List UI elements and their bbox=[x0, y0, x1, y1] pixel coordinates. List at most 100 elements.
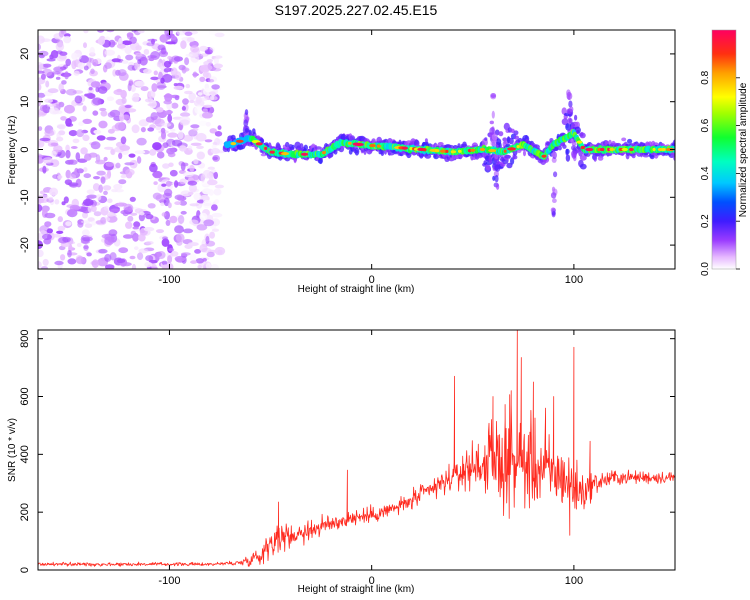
spectrogram-noise-blob bbox=[42, 63, 52, 68]
spectrogram-noise-blob bbox=[156, 229, 164, 234]
spectrogram-noise-blob bbox=[161, 238, 170, 247]
spectrogram-noise-blob bbox=[104, 264, 115, 269]
spectrogram-halo-blob bbox=[672, 139, 675, 148]
spectrogram-noise-blob bbox=[204, 139, 213, 143]
spectrogram-noise-blob bbox=[134, 150, 146, 155]
spectrogram-noise-blob bbox=[156, 81, 166, 90]
spectrogram-halo-blob bbox=[462, 141, 467, 147]
spectrogram-noise-blob bbox=[57, 216, 63, 223]
spectrogram-noise-blob bbox=[103, 205, 109, 211]
spectrogram-halo-blob bbox=[289, 146, 295, 151]
snr-x-tick-label: 100 bbox=[565, 575, 583, 587]
spectrogram-noise-blob bbox=[193, 99, 205, 107]
spectrogram-noise-blob bbox=[63, 35, 72, 44]
spectrogram-noise-blob bbox=[202, 188, 212, 195]
spectrogram-noise-blob bbox=[52, 110, 63, 115]
spectrogram-streak-blob bbox=[571, 140, 577, 147]
snr-x-ticks: -100 0 100 bbox=[158, 330, 583, 587]
spectrogram-halo-blob bbox=[354, 147, 360, 156]
spectrogram-noise-blob bbox=[205, 235, 210, 245]
spectrogram-noise-blob bbox=[118, 152, 123, 159]
spectrogram-noise-blob bbox=[124, 104, 132, 109]
spectrogram-noise-blob bbox=[131, 263, 137, 269]
snr-panel: -100 0 100 0 200 400 600 800 Height of straigh… bbox=[7, 329, 676, 595]
spectrogram-noise-blob bbox=[56, 55, 67, 62]
spectrogram-noise-blob bbox=[165, 41, 176, 45]
spectrogram-noise-blob bbox=[143, 227, 155, 232]
spectrogram-halo-blob bbox=[593, 154, 597, 162]
spectrogram-noise-blob bbox=[116, 258, 126, 264]
spectrogram-noise-blob bbox=[151, 172, 162, 177]
spectrogram-noise-blob bbox=[68, 159, 78, 165]
spectrogram-noise-blob bbox=[194, 105, 205, 115]
spectrogram-noise-blob bbox=[167, 202, 172, 209]
spectrogram-halo-blob bbox=[457, 143, 461, 149]
spectrogram-noise-blob bbox=[42, 157, 54, 164]
spectrogram-y-axis-label: Frequency (Hz) bbox=[7, 116, 18, 185]
spectrogram-noise-blob bbox=[130, 85, 136, 92]
spectrogram-noise-blob bbox=[206, 251, 215, 258]
spectrogram-noise-blob bbox=[145, 241, 154, 245]
spectrogram-noise-blob bbox=[111, 58, 121, 63]
spectrogram-noise-blob bbox=[40, 73, 46, 80]
snr-y-tick-label: 400 bbox=[19, 445, 31, 463]
spectrogram-noise-blob bbox=[192, 71, 198, 78]
spectrogram-halo-blob bbox=[260, 153, 267, 157]
spectrogram-peak-blob bbox=[321, 151, 326, 155]
spectrogram-peak-blob bbox=[355, 142, 364, 147]
spectrogram-noise-blob bbox=[134, 80, 145, 87]
spectrogram-noise-blob bbox=[155, 194, 166, 202]
spectrogram-noise-blob bbox=[202, 71, 209, 78]
spectrogram-noise-blob bbox=[199, 76, 206, 83]
spectrogram-peak-blob bbox=[401, 146, 408, 150]
spectrogram-peak-blob bbox=[230, 142, 237, 146]
spectrogram-noise-blob bbox=[92, 97, 103, 106]
snr-x-axis-label: Height of straight line (km) bbox=[298, 584, 415, 595]
spectrogram-noise-blob bbox=[211, 218, 220, 227]
spectrogram-noise-blob bbox=[136, 156, 142, 164]
spectrogram-noise-blob bbox=[163, 60, 172, 68]
spectrogram-noise-blob bbox=[46, 228, 54, 234]
spectrogram-noise-blob bbox=[44, 221, 52, 228]
spectrogram-noise-blob bbox=[160, 77, 165, 84]
spectrogram-noise-blob bbox=[138, 30, 145, 34]
spectrogram-noise-blob bbox=[75, 152, 81, 161]
spectrogram-streak-blob bbox=[551, 152, 557, 158]
snr-y-tick-label: 800 bbox=[19, 329, 31, 347]
spectrogram-noise-blob bbox=[42, 258, 49, 266]
spectrogram-streak-blob bbox=[246, 116, 250, 121]
spectrogram-noise-blob bbox=[90, 81, 101, 88]
spectrogram-halo-blob bbox=[317, 159, 323, 164]
spectrogram-noise-blob bbox=[111, 188, 118, 193]
spectrogram-noise-blob bbox=[170, 128, 176, 132]
spectrogram-noise-blob bbox=[135, 52, 143, 57]
spectrogram-halo-blob bbox=[523, 150, 526, 157]
spectrogram-noise-blob bbox=[179, 119, 190, 126]
spectrogram-noise-blob bbox=[86, 252, 92, 257]
spectrogram-noise-blob bbox=[86, 189, 95, 195]
spectrogram-halo-blob bbox=[341, 134, 347, 141]
spectrogram-noise-blob bbox=[42, 233, 52, 240]
spectrogram-noise-blob bbox=[82, 118, 92, 124]
spectrogram-noise-blob bbox=[139, 56, 148, 66]
spectrogram-noise-blob bbox=[126, 32, 134, 38]
spectrogram-noise-blob bbox=[177, 215, 185, 224]
spectrogram-noise-blob bbox=[130, 212, 138, 216]
spectrogram-noise-blob bbox=[106, 211, 116, 218]
spectrogram-halo-blob bbox=[642, 154, 650, 158]
spectrogram-noise-blob bbox=[150, 112, 158, 121]
spectrogram-peak-blob bbox=[421, 148, 427, 152]
spectrogram-noise-blob bbox=[131, 94, 140, 103]
spectrogram-noise-blob bbox=[106, 96, 115, 101]
spectrogram-y-tick-label: 20 bbox=[19, 48, 31, 60]
spectrogram-noise-blob bbox=[53, 66, 64, 72]
spectrogram-noise-blob bbox=[47, 104, 57, 108]
spectrogram-noise-blob bbox=[38, 204, 43, 212]
spectrogram-noise-blob bbox=[110, 149, 115, 155]
spectrogram-noise-blob bbox=[192, 127, 199, 132]
spectrogram-noise-blob bbox=[202, 169, 212, 179]
spectrogram-noise-blob bbox=[68, 241, 76, 245]
spectrogram-noise-blob bbox=[64, 71, 69, 80]
spectrogram-noise-blob bbox=[75, 53, 82, 60]
